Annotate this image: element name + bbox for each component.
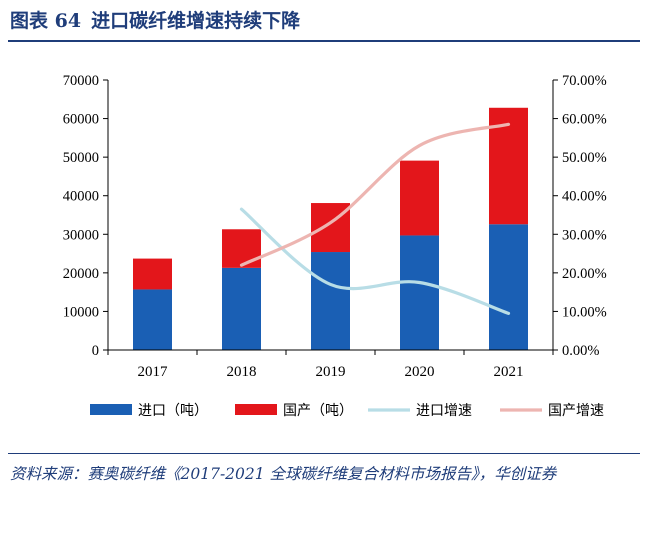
bar-import-2021 (489, 224, 528, 350)
x-tick-label: 2019 (316, 364, 346, 380)
legend-swatch-import (90, 404, 132, 415)
x-tick-label: 2021 (494, 364, 524, 380)
y-right-tick-label: 40.00% (562, 189, 607, 205)
lines-layer (239, 122, 511, 315)
y-right-tick-label: 60.00% (562, 112, 607, 128)
bar-import-2017 (133, 289, 172, 350)
bar-domestic-2020 (400, 160, 439, 236)
y-left-tick-label: 20000 (63, 266, 99, 282)
legend-label: 国产增速 (548, 403, 604, 419)
y-right-tick-label: 30.00% (562, 227, 607, 243)
bar-import-2020 (400, 235, 439, 350)
figure-title-text: 进口碳纤维增速持续下降 (91, 10, 301, 32)
legend-label: 进口增速 (416, 403, 472, 419)
legend-label: 进口（吨） (138, 403, 208, 419)
legend: 进口（吨） 国产（吨） 进口增速 国产增速 (90, 403, 604, 419)
line-import-growth (239, 207, 511, 315)
y-right-tick-label: 0.00% (562, 343, 599, 359)
bar-domestic-2017 (133, 258, 172, 290)
bar-domestic-2018 (222, 229, 261, 268)
y-right-tick-label: 20.00% (562, 266, 607, 282)
bar-import-2019 (311, 252, 350, 350)
source-note: 资料来源：赛奥碳纤维《2017-2021 全球碳纤维复合材料市场报告》，华创证券 (10, 465, 557, 483)
figure-title: 图表 64 进口碳纤维增速持续下降 (10, 4, 310, 38)
y-right-tick-label: 70.00% (562, 73, 607, 89)
x-tick-label: 2017 (138, 364, 169, 380)
y-left-tick-label: 30000 (63, 227, 99, 243)
y-left-tick-label: 70000 (63, 73, 99, 89)
y-left-tick-label: 10000 (63, 304, 99, 320)
y-right-tick-label: 50.00% (562, 150, 607, 166)
y-left-tick-label: 0 (92, 343, 99, 359)
title-divider (8, 40, 640, 42)
bar-import-2018 (222, 267, 261, 350)
axes-layer: 0 0.00% 10000 10.00% 20000 20.00% 30000 30.00% 4… (63, 73, 607, 380)
line-domestic-growth (239, 122, 511, 267)
y-left-tick-label: 60000 (63, 112, 99, 128)
chart: 0 0.00% 10000 10.00% 20000 20.00% 30000 30.00% 4… (63, 73, 607, 419)
figure-number: 图表 64 (10, 10, 82, 32)
legend-swatch-domestic (235, 404, 277, 415)
y-left-tick-label: 50000 (63, 150, 99, 166)
bars-layer (133, 107, 528, 350)
x-tick-label: 2020 (405, 364, 435, 380)
y-right-tick-label: 10.00% (562, 304, 607, 320)
y-left-tick-label: 40000 (63, 189, 99, 205)
x-tick-label: 2018 (227, 364, 257, 380)
legend-label: 国产（吨） (283, 403, 353, 419)
source-divider (8, 453, 640, 454)
